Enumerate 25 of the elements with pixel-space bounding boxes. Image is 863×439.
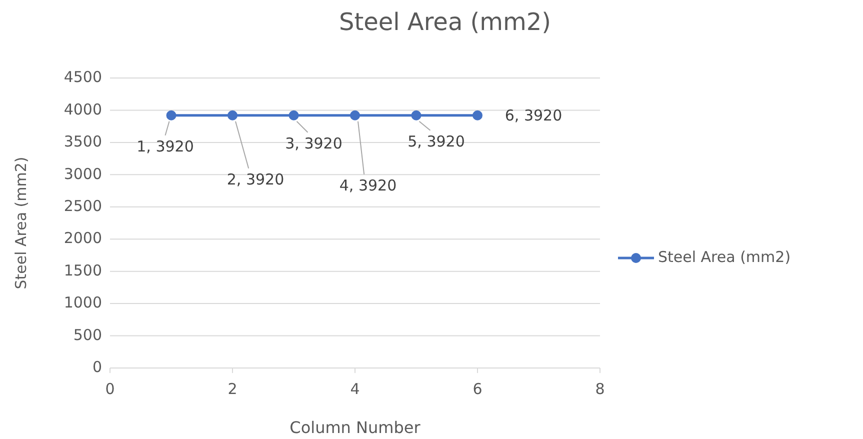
y-tick-label: 0 [92, 358, 102, 376]
data-label: 5, 3920 [408, 132, 465, 150]
data-label: 2, 3920 [226, 170, 284, 188]
y-axis-title: Steel Area (mm2) [12, 156, 30, 290]
x-tick-label: 2 [228, 380, 238, 398]
y-tick-label: 4000 [64, 100, 102, 118]
x-tick-label: 0 [105, 380, 115, 398]
y-tick-label: 3500 [64, 132, 102, 151]
data-label: 6, 3920 [504, 106, 562, 124]
y-tick-label: 2500 [64, 196, 102, 215]
y-tick-label: 3000 [64, 164, 102, 183]
y-tick-label: 500 [73, 326, 102, 344]
x-axis-title: Column Number [290, 418, 421, 437]
y-tick-label: 1500 [64, 261, 102, 280]
x-tick-label: 6 [472, 380, 482, 398]
data-label: 4, 3920 [339, 176, 397, 194]
y-tick-label: 2000 [64, 229, 102, 248]
data-label: 3, 3920 [285, 134, 342, 152]
chart-title: Steel Area (mm2) [338, 8, 552, 36]
y-tick-label: 4500 [64, 68, 102, 86]
legend-label: Steel Area (mm2) [658, 248, 791, 266]
data-label: 1, 3920 [136, 137, 194, 156]
x-tick-label: 4 [350, 380, 360, 398]
y-tick-label: 1000 [64, 294, 102, 312]
x-tick-label: 8 [595, 380, 605, 398]
